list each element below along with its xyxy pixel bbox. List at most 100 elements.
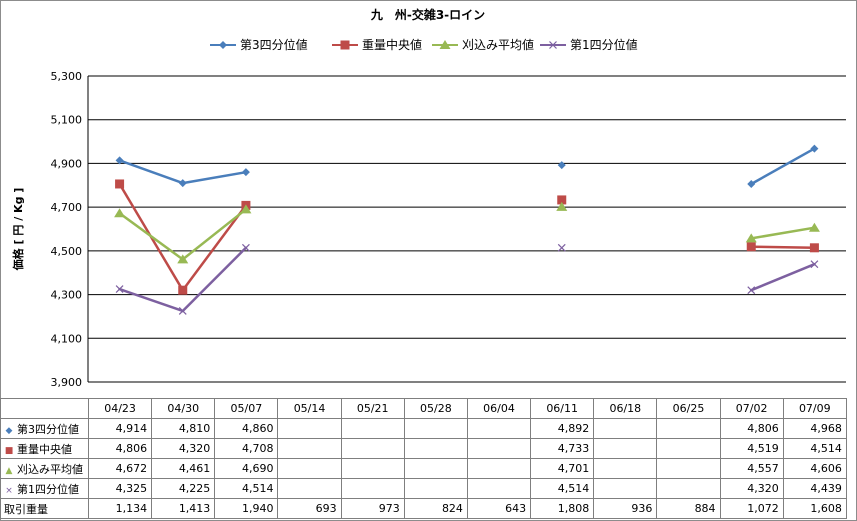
- series-1-point-0: [115, 179, 125, 189]
- series-1-point-7: [557, 195, 567, 205]
- table-legend-key-0: ◆: [5, 425, 13, 436]
- table-weight-cell-6: 643: [466, 498, 532, 519]
- table-cell-0-1: 4,810: [151, 418, 216, 439]
- table-row: × 第1四分位値 4,325 4,225 4,514 4,514 4,320 4,439: [0, 478, 847, 499]
- table-cell-3-10: 4,320: [719, 478, 784, 499]
- legend-marker-3: [549, 41, 557, 49]
- table-header-11: 07/09: [782, 398, 847, 419]
- table-cell-1-9: [656, 438, 721, 459]
- table-row: ■ 重量中央値 4,806 4,320 4,708 4,733 4,519 4,514: [0, 438, 847, 459]
- table-weight-cell-2: 1,940: [214, 498, 279, 519]
- series-2-segment-10: [750, 226, 816, 240]
- legend-marker-0: [219, 41, 227, 49]
- series-3-point-11: [810, 260, 819, 269]
- series-1-segment-10: [750, 245, 816, 250]
- table-header-8: 06/18: [593, 398, 658, 419]
- y-tick-label-5: 4,900: [51, 157, 83, 170]
- table-series-name-1: 重量中央値: [17, 442, 72, 456]
- table-cell-3-1: 4,225: [151, 478, 216, 499]
- table-cell-2-11: 4,606: [782, 458, 847, 479]
- table-cell-3-8: [593, 478, 658, 499]
- table-weight-cell-11: 1,608: [782, 498, 847, 519]
- legend-label-3: 第1四分位値: [570, 37, 638, 52]
- series-3-segment-10: [750, 262, 816, 292]
- y-tick-label-6: 5,100: [51, 114, 83, 127]
- table-cell-3-11: 4,439: [782, 478, 847, 499]
- series-3-point-2-b: [241, 243, 250, 252]
- table-weight-cell-5: 824: [403, 498, 468, 519]
- table-cell-0-4: [340, 418, 405, 439]
- y-tick-label-2: 4,300: [51, 289, 83, 302]
- series-1-segment-1: [181, 204, 248, 292]
- table-header-0: 04/23: [87, 398, 153, 419]
- table-cell-0-7: 4,892: [530, 418, 595, 439]
- legend-marker-1: [340, 40, 350, 50]
- series-2-segment-1: [181, 208, 248, 261]
- series-0-segment-1: [181, 170, 248, 185]
- legend-marker-3-b: [549, 41, 557, 49]
- table-cell-2-3: [277, 458, 342, 479]
- table-cell-0-3: [277, 418, 342, 439]
- table-cell-3-6: [466, 478, 532, 499]
- chart-title: 九 州-交雑3-ロイン: [370, 7, 485, 22]
- table-cell-2-10: 4,557: [719, 458, 784, 479]
- table-weight-cell-8: 936: [593, 498, 658, 519]
- y-tick-label-3: 4,500: [51, 245, 83, 258]
- table-cell-3-4: [340, 478, 405, 499]
- series-0-segment-10: [750, 147, 816, 186]
- series-0-point-2: [241, 168, 250, 177]
- series-0-point-7: [557, 161, 566, 170]
- series-3-point-10: [747, 286, 756, 295]
- table-corner: [0, 398, 89, 419]
- table-legend-key-3: ×: [5, 485, 13, 496]
- table-cell-0-2: 4,860: [214, 418, 279, 439]
- table-cell-0-5: [403, 418, 468, 439]
- series-2-point-7: [556, 201, 568, 211]
- table-series-name-0: 第3四分位値: [17, 422, 79, 436]
- legend-marker-2: [439, 40, 451, 49]
- table-cell-3-5: [403, 478, 468, 499]
- table-header-10: 07/02: [719, 398, 784, 419]
- table-cell-3-7: 4,514: [530, 478, 595, 499]
- table-weight-cell-0: 1,134: [87, 498, 153, 519]
- table-cell-1-1: 4,320: [151, 438, 216, 459]
- legend-label-2: 刈込み平均値: [462, 37, 534, 52]
- table-series-label-2: ▲ 刈込み平均値: [0, 458, 89, 479]
- series-2-point-2: [240, 204, 252, 214]
- table-cell-0-0: 4,914: [87, 418, 153, 439]
- table-cell-0-8: [593, 418, 658, 439]
- series-3-point-10-b: [747, 286, 756, 295]
- series-2-point-10: [745, 233, 757, 243]
- table-cell-1-4: [340, 438, 405, 459]
- series-3-point-0-b: [115, 285, 124, 294]
- series-0-point-11: [810, 144, 819, 153]
- table-cell-0-9: [656, 418, 721, 439]
- table-series-name-2: 刈込み平均値: [17, 462, 83, 476]
- table-header-5: 05/28: [403, 398, 468, 419]
- table-weight-cell-1: 1,413: [151, 498, 216, 519]
- table-cell-2-5: [403, 458, 468, 479]
- table-weight-cell-3: 693: [277, 498, 342, 519]
- table-row: ▲ 刈込み平均値 4,672 4,461 4,690 4,701 4,557 4,606: [0, 458, 847, 479]
- legend-label-0: 第3四分位値: [240, 37, 308, 52]
- y-tick-label-0: 3,900: [51, 376, 83, 389]
- table-cell-2-7: 4,701: [530, 458, 595, 479]
- table-legend-key-1: ■: [4, 445, 14, 456]
- table-weight-cell-4: 973: [340, 498, 405, 519]
- series-0-point-10: [747, 179, 756, 188]
- table-weight-cell-7: 1,808: [530, 498, 595, 519]
- series-1-point-11: [809, 243, 819, 253]
- table-series-label-3: × 第1四分位値: [0, 478, 89, 499]
- legend-label-1: 重量中央値: [362, 37, 422, 52]
- table-cell-2-9: [656, 458, 721, 479]
- y-axis-label: 価格 [ 円 / Kg ]: [11, 188, 25, 272]
- table-cell-0-6: [466, 418, 532, 439]
- series-0-segment-0: [118, 159, 184, 185]
- y-tick-label-7: 5,300: [51, 70, 83, 83]
- table-cell-1-0: 4,806: [87, 438, 153, 459]
- series-2-point-1: [177, 254, 189, 264]
- table-series-label-1: ■ 重量中央値: [0, 438, 89, 459]
- table-cell-2-2: 4,690: [214, 458, 279, 479]
- series-1-point-10: [746, 242, 756, 252]
- table-cell-3-0: 4,325: [87, 478, 153, 499]
